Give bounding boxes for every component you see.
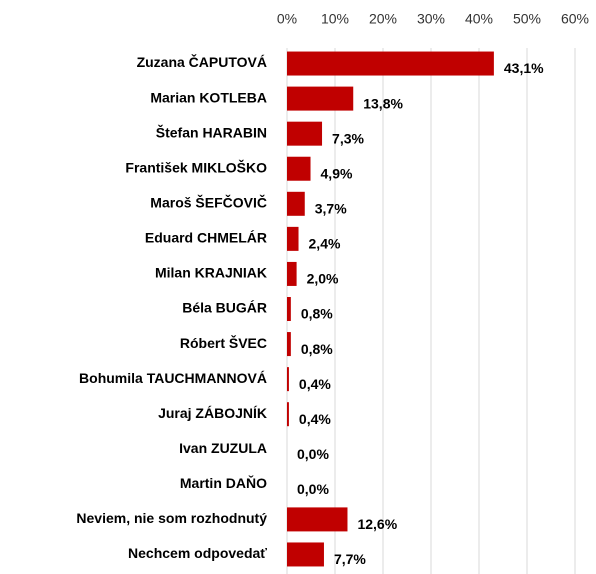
bar (287, 542, 324, 567)
data-label: 12,6% (357, 516, 397, 532)
y-tick-label: Marian KOTLEBA (150, 89, 267, 105)
data-label: 43,1% (504, 60, 544, 76)
y-tick-label: Ivan ZUZULA (179, 440, 267, 456)
data-label: 2,0% (307, 271, 339, 287)
y-tick-label: Štefan HARABIN (156, 123, 267, 140)
bar (287, 86, 354, 111)
bar (287, 402, 289, 427)
x-tick-label: 40% (465, 11, 493, 27)
bar (287, 226, 299, 251)
data-label: 4,9% (321, 165, 353, 181)
bar (287, 332, 291, 357)
bar (287, 297, 291, 321)
data-label: 0,8% (301, 306, 333, 322)
x-tick-label: 0% (277, 11, 297, 27)
y-tick-label: Béla BUGÁR (182, 300, 267, 316)
y-tick-label: Róbert ŠVEC (180, 334, 267, 351)
y-tick-label: Eduard CHMELÁR (145, 230, 267, 246)
data-label: 0,8% (301, 341, 333, 357)
bar (287, 121, 323, 146)
y-tick-label: Martin DAŇO (180, 474, 267, 491)
data-label: 7,7% (334, 551, 366, 567)
y-tick-label: Nechcem odpovedať (128, 545, 267, 561)
x-tick-label: 20% (369, 11, 397, 27)
data-label: 0,0% (297, 446, 329, 462)
x-tick-label: 50% (513, 11, 541, 27)
bar (287, 367, 289, 392)
y-tick-label: Bohumila TAUCHMANNOVÁ (79, 370, 267, 386)
data-label: 0,4% (299, 411, 331, 427)
x-tick-label: 60% (561, 11, 589, 27)
y-tick-label: František MIKLOŠKO (125, 158, 267, 175)
bar (287, 261, 297, 286)
bar (287, 507, 348, 532)
data-label: 13,8% (363, 95, 403, 111)
data-label: 0,4% (299, 376, 331, 392)
x-tick-label: 30% (417, 11, 445, 27)
y-tick-label: Neviem, nie som rozhodnutý (76, 510, 267, 526)
bar (287, 156, 311, 181)
y-tick-label: Maroš ŠEFČOVIČ (150, 194, 267, 211)
y-tick-label: Milan KRAJNIAK (155, 265, 267, 281)
data-label: 2,4% (309, 236, 341, 252)
y-tick-label: Zuzana ČAPUTOVÁ (137, 53, 267, 70)
y-tick-label: Juraj ZÁBOJNÍK (158, 405, 267, 421)
bar (287, 191, 305, 216)
bar (287, 51, 494, 76)
data-label: 0,0% (297, 481, 329, 497)
x-tick-label: 10% (321, 11, 349, 27)
data-label: 3,7% (315, 201, 347, 217)
data-label: 7,3% (332, 130, 364, 146)
